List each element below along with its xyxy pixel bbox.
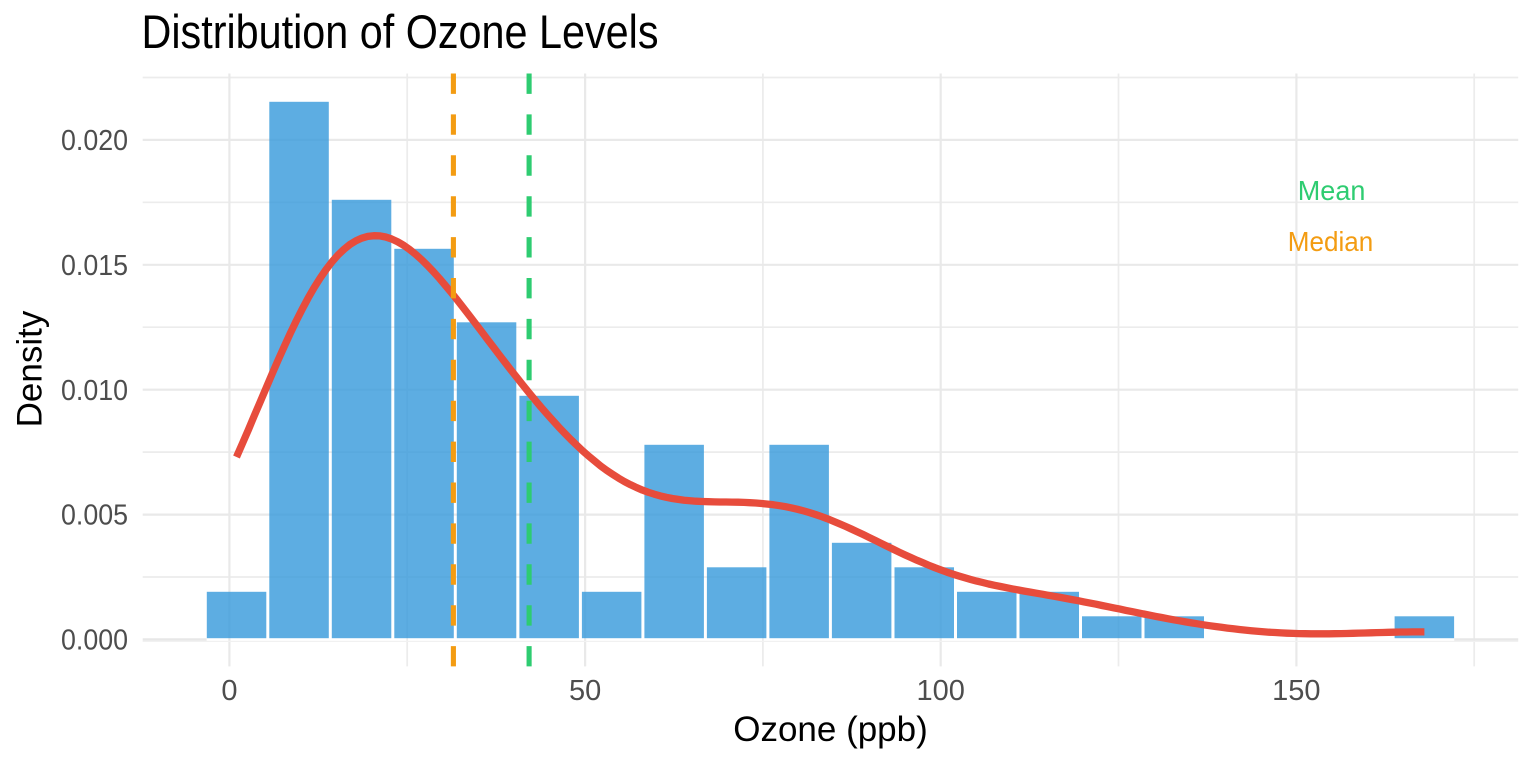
svg-text:150: 150 <box>1272 675 1320 707</box>
svg-text:0: 0 <box>221 675 237 707</box>
svg-text:Median: Median <box>1288 226 1373 257</box>
svg-text:Distribution of Ozone Levels: Distribution of Ozone Levels <box>142 5 659 58</box>
svg-text:0.015: 0.015 <box>61 250 128 282</box>
svg-text:0.000: 0.000 <box>61 625 128 657</box>
svg-text:Ozone (ppb): Ozone (ppb) <box>733 710 928 749</box>
svg-text:Mean: Mean <box>1298 175 1366 206</box>
svg-text:100: 100 <box>917 675 965 707</box>
svg-text:Density: Density <box>11 310 50 427</box>
svg-text:50: 50 <box>569 675 601 707</box>
svg-text:0.005: 0.005 <box>61 500 128 532</box>
svg-text:0.020: 0.020 <box>61 125 128 157</box>
svg-text:0.010: 0.010 <box>61 375 128 407</box>
